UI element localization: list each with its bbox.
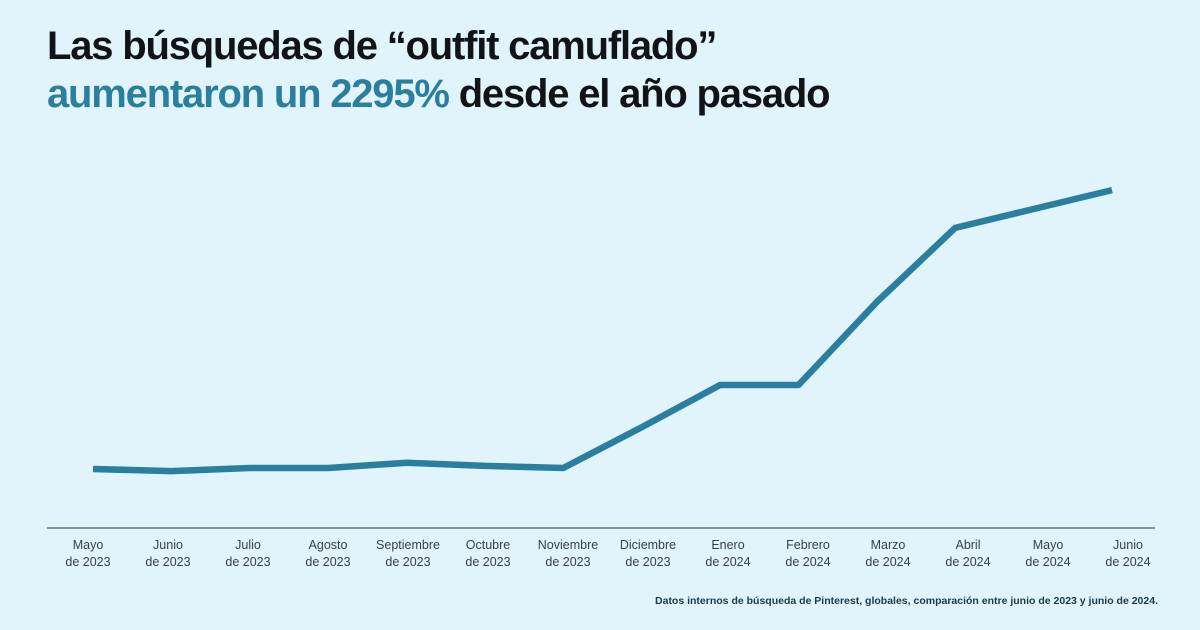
x-axis-tick-label: Enero de 2024 — [705, 538, 751, 569]
x-axis-tick-label: Noviembre de 2023 — [537, 538, 599, 569]
title-line1: Las búsquedas de “outfit camuflado” — [47, 24, 717, 68]
x-axis-tick-label: Marzo de 2024 — [865, 538, 911, 569]
page-title: Las búsquedas de “outfit camuflado” aume… — [47, 22, 831, 118]
x-axis-tick-label: Abril de 2024 — [945, 538, 991, 569]
x-axis-labels: Mayo de 2023 Junio de 2023 Julio de 2023 Agost… — [48, 537, 1168, 571]
trend-line — [92, 186, 1113, 475]
x-axis-tick-label: Mayo de 2023 — [65, 538, 111, 569]
x-axis-tick-label: Agosto de 2023 — [305, 538, 351, 569]
x-axis-tick-label: Junio de 2024 — [1105, 538, 1151, 569]
x-axis-tick-label: Diciembre de 2023 — [619, 538, 677, 569]
title-line2-rest: desde el año pasado — [448, 72, 831, 116]
title-highlight-stat: aumentaron un 2295% — [47, 72, 450, 116]
x-axis-tick-label: Octubre de 2023 — [465, 538, 511, 569]
x-axis-tick-label: Junio de 2023 — [145, 538, 191, 569]
source-footnote: Datos internos de búsqueda de Pinterest,… — [655, 595, 1158, 607]
x-axis-tick-label: Mayo de 2024 — [1025, 538, 1071, 569]
x-axis-tick-label: Febrero de 2024 — [785, 538, 831, 569]
x-axis-tick-label: Julio de 2023 — [225, 538, 271, 569]
x-axis-tick-label: Septiembre de 2023 — [376, 538, 440, 569]
x-axis-line — [47, 527, 1155, 529]
